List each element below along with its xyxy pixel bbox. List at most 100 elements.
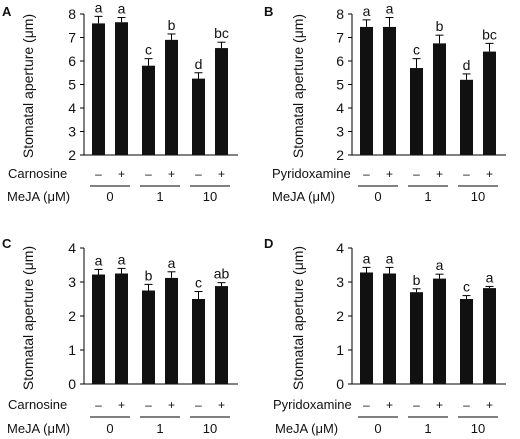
y-tick-label: 2 <box>68 308 76 324</box>
treatment-sign: – <box>145 167 152 181</box>
treatment-sign: + <box>386 167 393 181</box>
y-tick-label: 2 <box>68 147 76 163</box>
panel-label: B <box>264 4 273 19</box>
bar <box>215 48 228 156</box>
significance-letter: a <box>95 252 103 268</box>
y-axis-label: Stomatal aperture (μm) <box>290 14 306 158</box>
significance-letter: a <box>363 250 371 266</box>
group-label: 10 <box>203 189 217 204</box>
significance-letter: b <box>413 272 421 288</box>
bar <box>460 299 473 384</box>
treatment-sign: + <box>218 167 225 181</box>
y-tick-label: 3 <box>336 124 344 140</box>
treatment-sign: – <box>413 167 420 181</box>
bar <box>215 286 228 384</box>
panel-label: C <box>2 236 12 251</box>
meja-label: MeJA (μM) <box>7 189 70 204</box>
y-tick-label: 3 <box>68 124 76 140</box>
panel-label: D <box>264 236 273 251</box>
y-axis-label: Stomatal aperture (μm) <box>20 14 36 158</box>
treatment-sign: – <box>195 167 202 181</box>
panel-a: A 2 3 4 5 6 7 8 Stomatal aperture (μm) a – a + c – b + d –… <box>2 0 238 204</box>
significance-letter: bc <box>482 26 497 42</box>
bar <box>383 26 396 155</box>
treatment-sign: + <box>168 398 175 412</box>
bar <box>410 68 423 155</box>
bar <box>92 274 105 384</box>
significance-letter: d <box>195 56 203 72</box>
treatment-sign: – <box>363 167 370 181</box>
meja-label: MeJA (μM) <box>272 189 335 204</box>
panel-b: B 2 3 4 5 6 7 8 Stomatal aperture (μm) a – a + c – b + d –… <box>264 1 506 204</box>
y-tick-label: 5 <box>68 77 76 93</box>
significance-letter: a <box>436 257 444 273</box>
group-label: 10 <box>471 421 485 436</box>
group-label: 0 <box>374 421 381 436</box>
bar <box>460 79 473 155</box>
group-label: 10 <box>471 189 485 204</box>
y-tick-label: 5 <box>336 77 344 93</box>
significance-letter: c <box>195 275 202 291</box>
bar <box>410 292 423 384</box>
group-label: 0 <box>106 189 113 204</box>
group-label: 10 <box>203 421 217 436</box>
y-tick-label: 7 <box>68 30 76 46</box>
y-tick-label: 3 <box>68 274 76 290</box>
bar <box>142 290 155 384</box>
significance-letter: b <box>436 18 444 34</box>
treatment-sign: – <box>463 398 470 412</box>
treatment-sign: – <box>145 398 152 412</box>
y-tick-label: 4 <box>336 240 344 256</box>
y-tick-label: 3 <box>336 274 344 290</box>
bar <box>483 51 496 155</box>
y-tick-label: 7 <box>336 30 344 46</box>
significance-letter: a <box>168 255 176 271</box>
y-tick-label: 4 <box>336 100 344 116</box>
significance-letter: d <box>463 57 471 73</box>
bar <box>92 23 105 156</box>
panel-label: A <box>2 4 12 19</box>
y-tick-label: 0 <box>68 376 76 392</box>
treatment-sign: + <box>168 167 175 181</box>
treatment-sign: + <box>436 398 443 412</box>
group-label: 1 <box>424 421 431 436</box>
treatment-label: Pyridoxamine <box>272 166 351 181</box>
bar <box>165 277 178 384</box>
treatment-sign: + <box>436 167 443 181</box>
treatment-sign: – <box>463 167 470 181</box>
treatment-label: Carnosine <box>8 397 67 412</box>
treatment-label: Pyridoxamine <box>273 397 352 412</box>
significance-letter: c <box>463 279 470 295</box>
significance-letter: a <box>386 1 394 17</box>
significance-letter: b <box>168 17 176 33</box>
y-tick-label: 4 <box>68 240 76 256</box>
treatment-sign: + <box>218 398 225 412</box>
treatment-sign: – <box>413 398 420 412</box>
panel-c: C 0 1 2 3 4 Stomatal aperture (μm) a – a + b – a + c – ab… <box>2 236 238 436</box>
y-axis-label: Stomatal aperture (μm) <box>290 246 306 390</box>
treatment-sign: – <box>95 398 102 412</box>
significance-letter: a <box>486 269 494 285</box>
significance-letter: a <box>118 251 126 267</box>
y-tick-label: 4 <box>68 100 76 116</box>
bar <box>383 273 396 384</box>
group-label: 0 <box>374 189 381 204</box>
y-tick-label: 2 <box>336 147 344 163</box>
bar <box>192 299 205 384</box>
bar <box>433 278 446 384</box>
bar <box>115 22 128 155</box>
treatment-sign: – <box>195 398 202 412</box>
y-tick-label: 8 <box>68 6 76 22</box>
y-tick-label: 1 <box>68 342 76 358</box>
y-tick-label: 6 <box>68 53 76 69</box>
bar <box>360 26 373 155</box>
y-tick-label: 6 <box>336 53 344 69</box>
bar <box>483 288 496 384</box>
treatment-sign: + <box>386 398 393 412</box>
significance-letter: c <box>413 42 420 58</box>
bar <box>433 43 446 155</box>
bar <box>142 65 155 155</box>
significance-letter: b <box>145 267 153 283</box>
group-label: 1 <box>156 421 163 436</box>
treatment-sign: – <box>95 167 102 181</box>
